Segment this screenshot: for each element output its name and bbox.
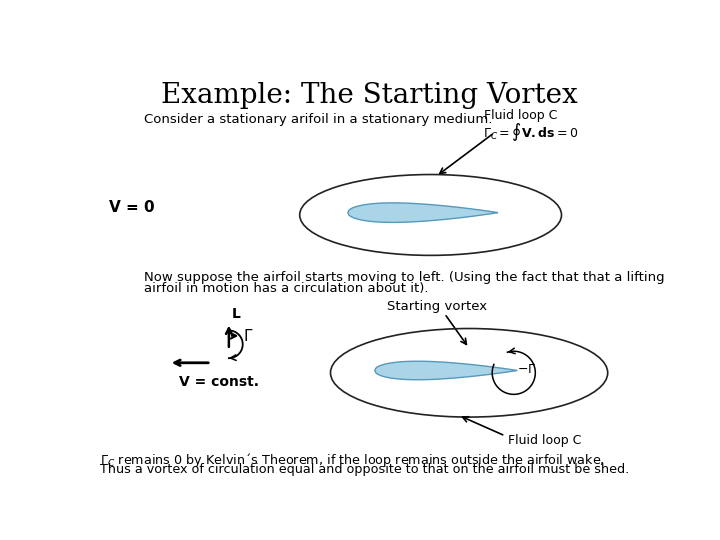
Text: V = 0: V = 0: [109, 200, 154, 214]
Text: Now suppose the airfoil starts moving to left. (Using the fact that that a lifti: Now suppose the airfoil starts moving to…: [144, 271, 665, 284]
Text: Consider a stationary arifoil in a stationary medium.: Consider a stationary arifoil in a stati…: [144, 112, 492, 125]
Text: V = const.: V = const.: [179, 375, 258, 389]
Text: airfoil in motion has a circulation about it).: airfoil in motion has a circulation abou…: [144, 282, 428, 295]
Text: $\Gamma_C$ remains 0 by Kelvin´s Theorem, if the loop remains outside the airfoi: $\Gamma_C$ remains 0 by Kelvin´s Theorem…: [99, 451, 604, 469]
Text: Fluid loop C: Fluid loop C: [485, 110, 558, 123]
Text: Example: The Starting Vortex: Example: The Starting Vortex: [161, 82, 577, 109]
Text: Fluid loop C: Fluid loop C: [508, 434, 581, 448]
Polygon shape: [348, 203, 498, 222]
Text: L: L: [232, 307, 240, 321]
Text: $-\Gamma$: $-\Gamma$: [517, 363, 536, 376]
Text: $\Gamma$: $\Gamma$: [243, 328, 253, 344]
Polygon shape: [375, 361, 517, 380]
Text: Thus a vortex of circulation equal and opposite to that on the airfoil must be s: Thus a vortex of circulation equal and o…: [99, 463, 629, 476]
Text: Starting vortex: Starting vortex: [387, 300, 487, 313]
Text: $\Gamma_C = \oint \mathbf{V.ds} = 0$: $\Gamma_C = \oint \mathbf{V.ds} = 0$: [483, 121, 579, 143]
